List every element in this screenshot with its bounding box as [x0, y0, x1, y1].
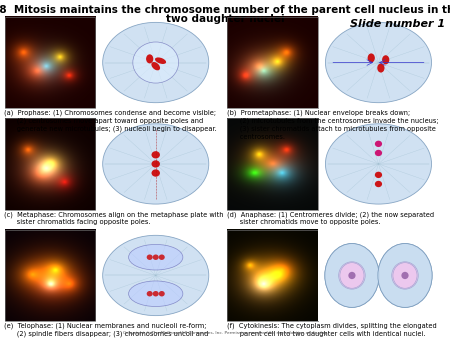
Ellipse shape	[375, 150, 382, 156]
Ellipse shape	[375, 141, 382, 147]
Bar	[318, 230, 439, 321]
Bar	[227, 230, 318, 321]
Ellipse shape	[348, 272, 356, 279]
Ellipse shape	[382, 55, 389, 64]
Text: (e)  Telophase: (1) Nuclear membranes and nucleoli re-form;
      (2) spindle fi: (e) Telophase: (1) Nuclear membranes and…	[4, 323, 209, 338]
Ellipse shape	[368, 53, 375, 63]
Ellipse shape	[147, 255, 153, 260]
Ellipse shape	[375, 181, 382, 187]
Bar	[4, 17, 95, 108]
Ellipse shape	[325, 243, 379, 308]
Ellipse shape	[325, 22, 432, 103]
Ellipse shape	[159, 291, 165, 296]
Ellipse shape	[159, 255, 165, 260]
Text: (c)  Metaphase: Chromosomes align on the metaphase plate with
      sister chrom: (c) Metaphase: Chromosomes align on the …	[4, 211, 224, 225]
Ellipse shape	[401, 272, 409, 279]
Ellipse shape	[377, 64, 384, 73]
Ellipse shape	[152, 160, 160, 168]
Bar	[227, 118, 318, 210]
Text: two daughter nuclei: two daughter nuclei	[166, 14, 284, 24]
Text: (f)  Cytokinesis: The cytoplasm divides, splitting the elongated
      parent ce: (f) Cytokinesis: The cytoplasm divides, …	[227, 323, 437, 337]
Text: Slide number 1: Slide number 1	[351, 19, 446, 29]
Ellipse shape	[340, 263, 364, 288]
Text: 4.8  Mitosis maintains the chromosome number of the parent cell nucleus in the: 4.8 Mitosis maintains the chromosome num…	[0, 5, 450, 15]
Ellipse shape	[146, 54, 153, 64]
Text: (d)  Anaphase: (1) Centromeres divide; (2) the now separated
      sister chroma: (d) Anaphase: (1) Centromeres divide; (2…	[227, 211, 434, 225]
Ellipse shape	[151, 62, 160, 70]
Bar	[4, 230, 95, 321]
Ellipse shape	[103, 22, 209, 103]
Ellipse shape	[133, 42, 179, 83]
Text: (b)  Prometaphase: (1) Nuclear envelope breaks down;
      (2) microtubules from: (b) Prometaphase: (1) Nuclear envelope b…	[227, 110, 439, 140]
Ellipse shape	[147, 291, 153, 296]
Ellipse shape	[378, 243, 432, 308]
Ellipse shape	[129, 281, 183, 307]
Text: Copyright © The McGraw-Hill Companies, Inc. Permission required for reproduction: Copyright © The McGraw-Hill Companies, I…	[122, 331, 328, 335]
Ellipse shape	[392, 262, 418, 289]
Ellipse shape	[325, 124, 432, 204]
Ellipse shape	[378, 243, 432, 308]
Bar	[4, 118, 95, 210]
Ellipse shape	[152, 151, 160, 159]
Ellipse shape	[103, 124, 209, 204]
Ellipse shape	[325, 235, 432, 316]
Ellipse shape	[153, 255, 159, 260]
Ellipse shape	[152, 169, 160, 177]
Ellipse shape	[155, 57, 166, 64]
Ellipse shape	[393, 263, 417, 288]
Ellipse shape	[103, 235, 209, 316]
Ellipse shape	[129, 244, 183, 270]
Ellipse shape	[339, 262, 365, 289]
Ellipse shape	[325, 243, 379, 308]
Bar	[227, 17, 318, 108]
Ellipse shape	[153, 291, 159, 296]
Ellipse shape	[375, 172, 382, 178]
Text: (a)  Prophase: (1) Chromosomes condense and become visible;
      (2) centrosome: (a) Prophase: (1) Chromosomes condense a…	[4, 110, 217, 132]
